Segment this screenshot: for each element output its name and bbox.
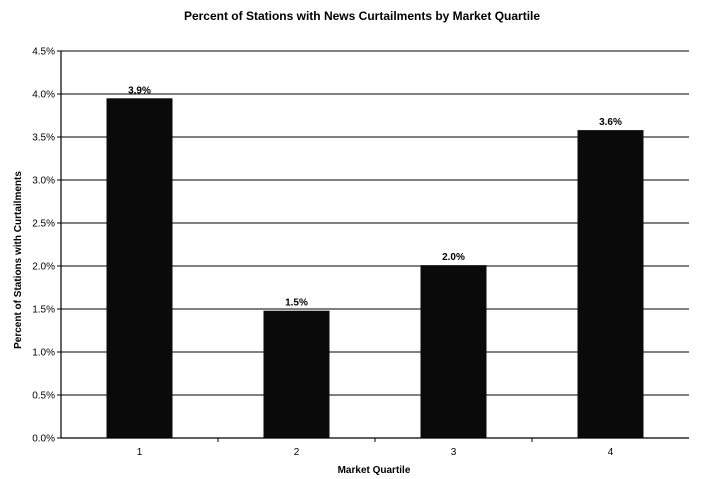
- data-label: 3.9%: [128, 85, 151, 96]
- y-tick-label: 2.0%: [32, 262, 55, 273]
- x-tick-label: 1: [137, 447, 143, 458]
- y-tick-label: 3.5%: [32, 133, 55, 144]
- data-label: 2.0%: [442, 252, 465, 263]
- bar: [577, 130, 644, 438]
- y-tick-labels: 0.0% 0.5% 1.0% 1.5% 2.0% 2.5% 3.0% 3.5% 4.0% 4.5%: [32, 47, 55, 445]
- bar: [420, 265, 487, 438]
- bar: [263, 310, 330, 438]
- y-tick-label: 0.0%: [32, 434, 55, 445]
- y-tick-label: 1.5%: [32, 305, 55, 316]
- x-tick-label: 2: [294, 447, 300, 458]
- data-label: 1.5%: [285, 298, 308, 309]
- axes: [57, 50, 689, 442]
- y-tick-label: 1.0%: [32, 348, 55, 359]
- bars: [106, 98, 644, 439]
- bar: [106, 98, 173, 439]
- data-labels: 3.9% 1.5% 2.0% 3.6%: [128, 85, 622, 308]
- x-axis-label: Market Quartile: [338, 465, 411, 476]
- y-axis-label: Percent of Stations with Curtailments: [13, 171, 24, 349]
- x-tick-labels: 1 2 3 4: [137, 447, 614, 458]
- y-tick-label: 2.5%: [32, 219, 55, 230]
- y-tick-label: 4.0%: [32, 90, 55, 101]
- chart-title: Percent of Stations with News Curtailmen…: [184, 9, 540, 23]
- y-tick-label: 3.0%: [32, 176, 55, 187]
- y-tick-label: 0.5%: [32, 391, 55, 402]
- data-label: 3.6%: [599, 117, 622, 128]
- y-tick-label: 4.5%: [32, 47, 55, 58]
- x-tick-label: 4: [608, 447, 614, 458]
- x-tick-label: 3: [451, 447, 457, 458]
